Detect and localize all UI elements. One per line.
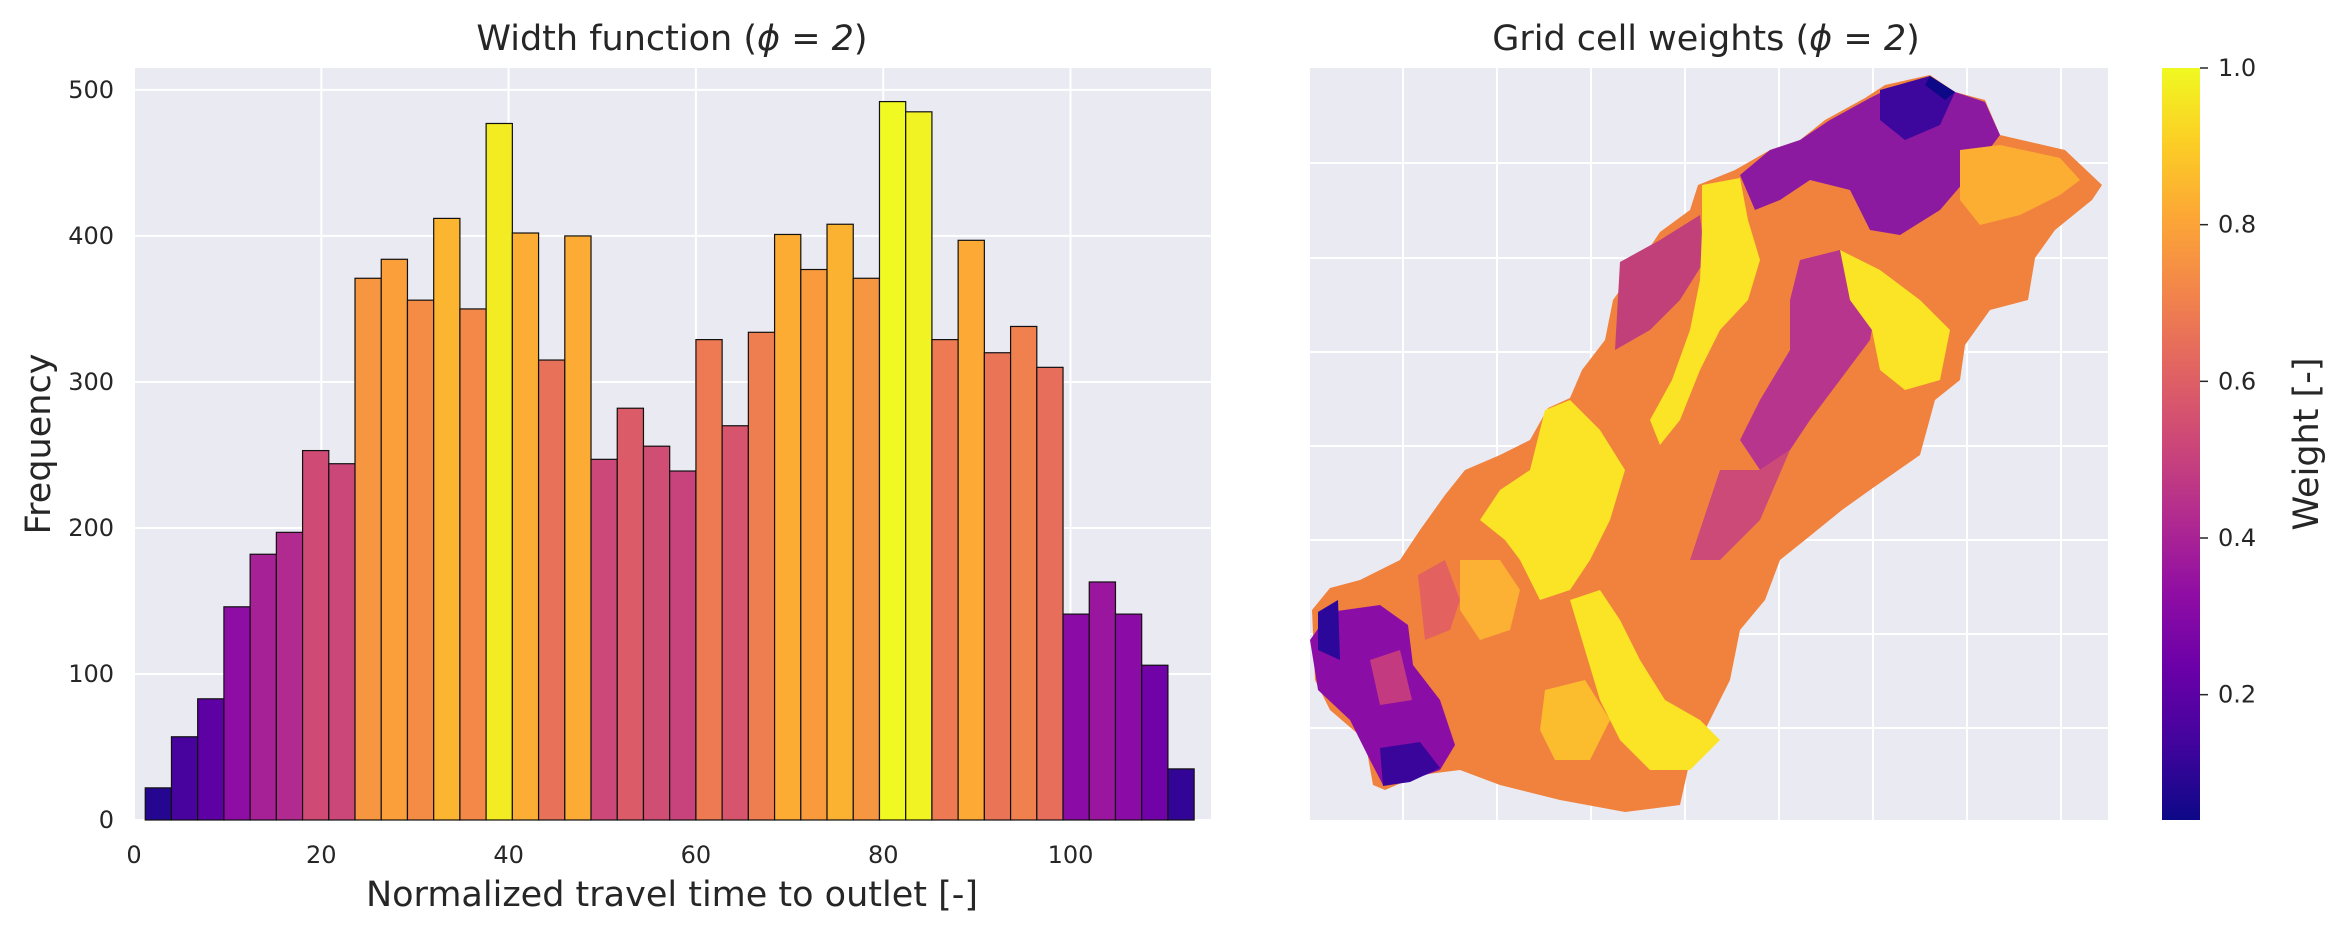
histogram-bar: [301, 449, 330, 821]
histogram-bar: [511, 232, 540, 821]
histogram-bar: [1062, 613, 1090, 821]
y-tick-label: 200: [68, 514, 114, 542]
histogram-bar: [878, 100, 907, 821]
histogram-bar: [406, 299, 435, 821]
left-x-tick-labels: 0 20 40 60 80 100: [126, 841, 1093, 869]
histogram-bar: [223, 606, 251, 821]
histogram-bar: [1009, 325, 1038, 821]
x-tick-label: 60: [681, 841, 712, 869]
y-tick-label: 500: [68, 76, 114, 104]
histogram-bar: [144, 787, 173, 821]
left-y-tick-labels: 0 100 200 300 400 500: [68, 76, 114, 834]
y-tick-label: 400: [68, 222, 114, 250]
histogram-bar: [642, 445, 671, 821]
histogram-bar: [931, 338, 959, 821]
colorbar-tick-label: 0.4: [2218, 524, 2256, 552]
histogram-bars: [144, 100, 1195, 821]
histogram-bar: [773, 233, 802, 821]
histogram-bar: [957, 239, 985, 821]
high-weight-band-upper: [1650, 178, 1760, 445]
colorbar-tick-labels: 0.2 0.4 0.6 0.8 1.0: [2200, 54, 2256, 709]
right-chart-title: Grid cell weights (ϕ = 2): [1492, 19, 1920, 59]
histogram-bar: [852, 277, 881, 821]
y-tick-label: 100: [68, 660, 114, 688]
histogram-bar: [983, 352, 1012, 821]
colorbar: 0.2 0.4 0.6 0.8 1.0 Weight [-]: [2162, 54, 2327, 820]
histogram-bar: [170, 736, 199, 821]
y-tick-label: 300: [68, 368, 114, 396]
histogram-bar: [197, 698, 225, 821]
histogram-bar: [616, 407, 645, 821]
histogram-bar: [275, 531, 304, 821]
histogram-bar: [249, 553, 277, 821]
left-chart-title: Width function (ϕ = 2): [476, 19, 867, 59]
histogram-bar: [537, 359, 566, 821]
histogram-bar: [747, 331, 776, 821]
x-tick-label: 80: [868, 841, 899, 869]
x-tick-label: 100: [1048, 841, 1094, 869]
histogram-bar: [905, 111, 933, 821]
histogram-bar: [433, 217, 461, 821]
histogram-bar: [459, 308, 487, 821]
colorbar-tick-label: 0.2: [2218, 681, 2256, 709]
histogram-bar: [800, 268, 828, 821]
colorbar-tick-label: 1.0: [2218, 54, 2256, 82]
histogram-bar: [826, 223, 854, 821]
histogram-bar: [1114, 613, 1143, 821]
colorbar-tick-label: 0.8: [2218, 211, 2256, 239]
colorbar-tick-label: 0.6: [2218, 367, 2256, 395]
x-axis-label: Normalized travel time to outlet [-]: [366, 875, 978, 915]
x-tick-label: 20: [306, 841, 337, 869]
catchment-raster: [1310, 75, 2102, 812]
y-axis-label: Frequency: [19, 354, 59, 535]
histogram-bar: [1036, 366, 1064, 821]
histogram-bar: [354, 277, 382, 821]
histogram-bar: [669, 470, 697, 821]
colorbar-label: Weight [-]: [2287, 357, 2327, 530]
histogram-bar: [328, 463, 356, 821]
histogram-bar: [485, 122, 513, 821]
colorbar-gradient: [2162, 68, 2200, 820]
x-tick-label: 40: [493, 841, 524, 869]
width-function-chart: 0 20 40 60 80 100 0 100 200 300 400 500 Width func…: [19, 19, 1211, 915]
histogram-bar: [590, 458, 618, 821]
histogram-bar: [721, 425, 749, 821]
histogram-bar: [564, 235, 592, 821]
histogram-bar: [380, 258, 409, 821]
histogram-bar: [1167, 768, 1195, 821]
histogram-bar: [1141, 664, 1169, 821]
high-weight-band-lower: [1480, 400, 1625, 600]
mid-valley-region: [1740, 250, 1880, 470]
x-tick-label: 0: [126, 841, 141, 869]
histogram-bar: [695, 338, 723, 821]
y-tick-label: 0: [99, 806, 114, 834]
grid-cell-weights-map: Grid cell weights (ϕ = 2): [1310, 19, 2108, 820]
histogram-bar: [1088, 581, 1117, 821]
